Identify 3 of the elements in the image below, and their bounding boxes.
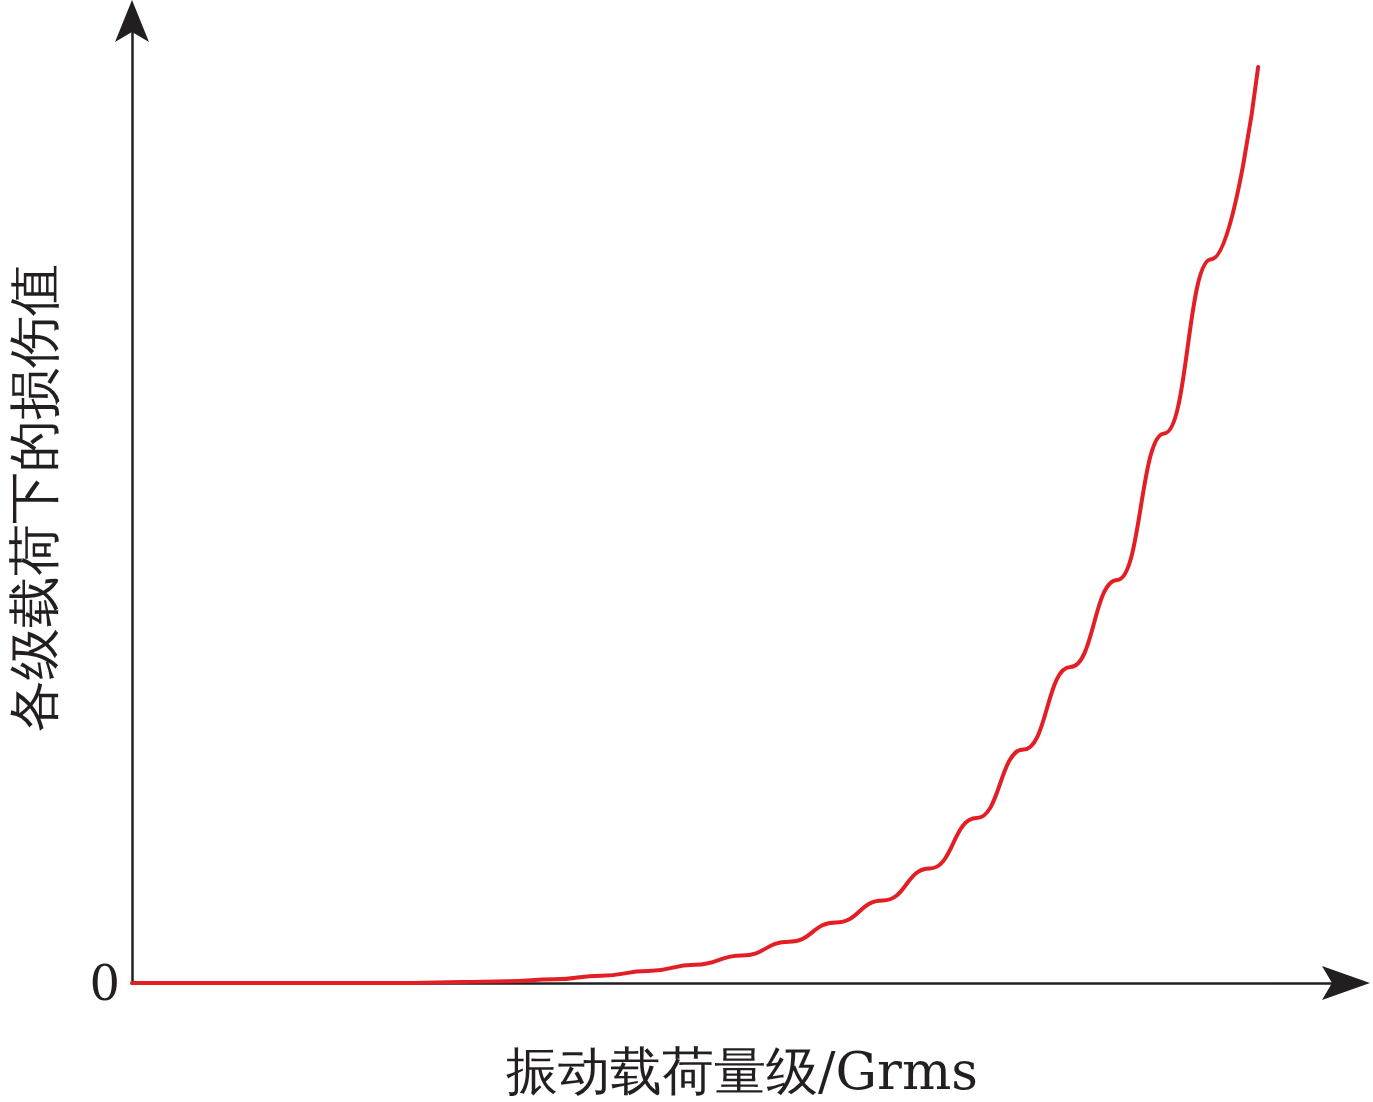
text: 0 [89,955,120,1011]
x-axis-title: 振动载荷量级/Grms [506,1041,978,1101]
y-axis-title: 各级载荷下的损伤值 [4,263,64,732]
